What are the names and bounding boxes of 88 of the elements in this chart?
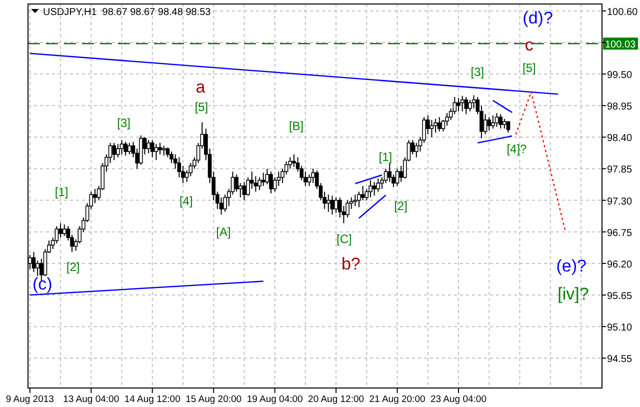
candlestick bbox=[269, 171, 273, 194]
candlestick bbox=[494, 112, 499, 128]
y-tick-label: 98.95 bbox=[607, 102, 632, 113]
candlestick bbox=[430, 119, 434, 138]
candlestick bbox=[498, 114, 502, 130]
ref-line-label: 100.03 bbox=[605, 40, 636, 51]
candlestick bbox=[311, 168, 315, 184]
candlestick bbox=[150, 140, 154, 158]
y-tick-label: 94.55 bbox=[607, 354, 632, 366]
candlestick bbox=[456, 98, 460, 112]
x-tick-label: 14 Aug 12:00 bbox=[124, 394, 180, 405]
annotation: [2] bbox=[394, 199, 408, 214]
annotation: [2] bbox=[66, 260, 80, 274]
x-tick-label: 15 Aug 20:00 bbox=[186, 394, 242, 405]
candlestick bbox=[36, 260, 40, 277]
candlestick bbox=[265, 168, 270, 185]
annotation: (c) bbox=[32, 274, 52, 294]
annotation: [4]? bbox=[506, 142, 528, 156]
chart-title: USDJPY,H1 98.67 98.67 98.48 98.53 bbox=[43, 7, 212, 18]
candlestick bbox=[254, 176, 258, 192]
candlestick bbox=[146, 140, 150, 154]
annotation: b? bbox=[341, 254, 360, 274]
x-tick-label: 20 Aug 12:00 bbox=[308, 394, 364, 405]
candlestick bbox=[158, 142, 162, 155]
y-tick-label: 100.60 bbox=[607, 6, 638, 18]
candlestick bbox=[330, 195, 334, 216]
annotation: [5] bbox=[522, 61, 536, 76]
candlestick bbox=[491, 114, 495, 130]
candlestick bbox=[326, 194, 330, 212]
candlestick bbox=[261, 172, 266, 186]
candlestick bbox=[468, 99, 472, 112]
candlestick bbox=[154, 144, 158, 161]
candlestick bbox=[487, 116, 492, 131]
candlestick bbox=[460, 95, 464, 112]
candlestick bbox=[334, 196, 338, 214]
annotation: [1] bbox=[54, 185, 68, 200]
candlestick bbox=[395, 168, 400, 186]
annotation: [5] bbox=[194, 100, 208, 114]
candlestick bbox=[472, 94, 476, 109]
candlestick bbox=[116, 144, 120, 158]
x-tick-label: 21 Aug 20:00 bbox=[369, 394, 426, 405]
annotation: (e)? bbox=[556, 256, 586, 276]
candlestick bbox=[502, 118, 506, 130]
y-tick-label: 97.85 bbox=[607, 164, 632, 176]
annotation: [B] bbox=[288, 119, 304, 134]
annotation: [4] bbox=[179, 194, 193, 208]
annotation: [iv]? bbox=[558, 284, 589, 304]
y-tick-label: 96.20 bbox=[607, 259, 632, 270]
y-tick-label: 95.65 bbox=[607, 291, 632, 302]
candlestick bbox=[258, 176, 262, 190]
y-tick-label: 95.10 bbox=[607, 322, 632, 334]
candlestick bbox=[353, 194, 358, 207]
y-tick-label: 99.50 bbox=[607, 70, 632, 82]
annotation: [3] bbox=[470, 65, 484, 80]
y-tick-label: 98.40 bbox=[607, 133, 632, 144]
candlestick bbox=[112, 142, 116, 161]
annotation: [C] bbox=[336, 232, 352, 246]
annotation: a bbox=[196, 77, 206, 96]
candlestick bbox=[292, 154, 296, 168]
candlestick bbox=[58, 222, 62, 238]
candlestick bbox=[483, 114, 488, 135]
candlestick bbox=[464, 96, 468, 115]
y-tick-label: 96.75 bbox=[607, 228, 632, 239]
candlestick bbox=[124, 141, 128, 156]
candlestick bbox=[506, 121, 510, 134]
candlestick bbox=[376, 178, 380, 192]
candlestick bbox=[434, 118, 438, 134]
candlestick bbox=[162, 145, 166, 156]
annotation: [3] bbox=[117, 116, 130, 130]
x-tick-label: 9 Aug 2013 bbox=[6, 394, 54, 405]
candlestick bbox=[242, 181, 246, 201]
annotation: (d)? bbox=[522, 8, 553, 28]
candlestick bbox=[120, 140, 124, 155]
candlestick bbox=[368, 180, 372, 198]
annotation: [A] bbox=[216, 225, 231, 240]
candlestick bbox=[437, 116, 442, 132]
candlestick bbox=[62, 224, 66, 236]
candlestick bbox=[360, 185, 365, 201]
annotation: [1] bbox=[378, 150, 392, 164]
y-tick-label: 97.30 bbox=[607, 196, 632, 208]
annotation: c bbox=[524, 35, 534, 54]
candlestick bbox=[128, 142, 132, 155]
candlestick bbox=[372, 181, 376, 196]
candlestick bbox=[93, 188, 97, 204]
x-tick-label: 19 Aug 04:00 bbox=[246, 394, 303, 405]
x-tick-label: 23 Aug 04:00 bbox=[430, 394, 486, 405]
candlestick bbox=[32, 251, 36, 273]
x-tick-label: 13 Aug 04:00 bbox=[63, 394, 120, 405]
